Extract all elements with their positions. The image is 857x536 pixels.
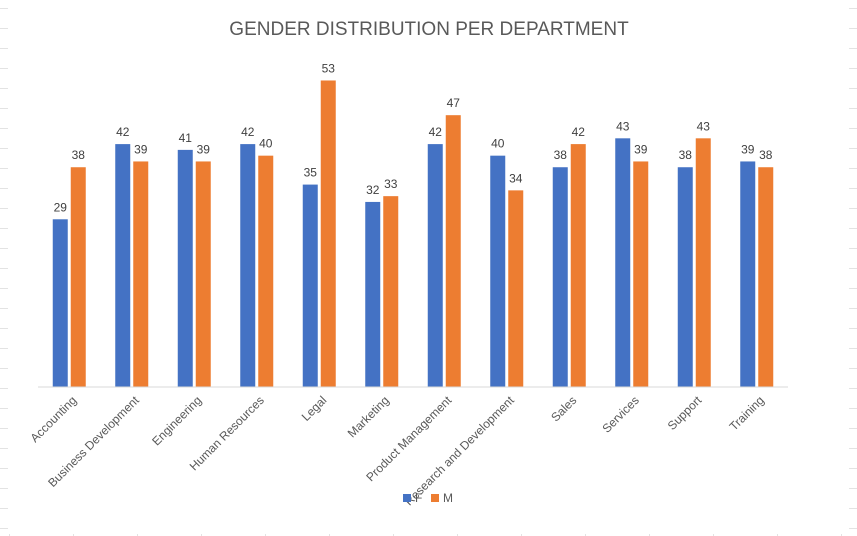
data-label-m-training: 38	[759, 148, 773, 162]
chart-area[interactable]: GENDER DISTRIBUTION PER DEPARTMENT 29 38 4…	[8, 0, 849, 534]
tick-label-accounting: Accounting	[27, 393, 79, 445]
tick-label-services: Services	[599, 393, 641, 435]
data-label-m-research-and-development: 34	[509, 171, 523, 185]
bar-f-services[interactable]	[615, 138, 631, 387]
bar-f-engineering[interactable]	[177, 149, 193, 387]
data-label-f-research-and-development: 40	[491, 137, 505, 151]
data-label-m-marketing: 33	[384, 177, 398, 191]
bar-f-support[interactable]	[677, 167, 693, 387]
bar-f-marketing[interactable]	[365, 201, 381, 387]
bar-m-human-resources[interactable]	[258, 155, 274, 387]
tick-label-support: Support	[665, 393, 705, 433]
bar-m-training[interactable]	[758, 167, 774, 387]
bar-f-legal[interactable]	[302, 184, 318, 387]
data-label-f-marketing: 32	[366, 183, 380, 197]
bar-m-business-development[interactable]	[133, 161, 149, 387]
bar-m-research-and-development[interactable]	[508, 190, 524, 387]
plot-area: 29 38 42 39 41 39 42 40 35 53 32 33 42 47 40 34 38 42 43 39…	[52, 61, 774, 387]
bar-m-legal[interactable]	[320, 80, 336, 387]
tick-label-marketing: Marketing	[345, 393, 392, 440]
bar-m-product-management[interactable]	[445, 115, 461, 387]
bar-f-business-development[interactable]	[115, 144, 131, 387]
bar-f-training[interactable]	[740, 161, 756, 387]
data-label-f-business-development: 42	[116, 125, 130, 139]
bar-m-support[interactable]	[695, 138, 711, 387]
bar-f-product-management[interactable]	[427, 144, 443, 387]
data-label-f-support: 38	[679, 148, 693, 162]
tick-label-engineering: Engineering	[149, 393, 204, 448]
data-label-m-services: 39	[634, 142, 648, 156]
data-label-f-sales: 38	[554, 148, 568, 162]
bar-f-human-resources[interactable]	[240, 144, 256, 387]
bar-m-sales[interactable]	[570, 144, 586, 387]
data-label-f-accounting: 29	[54, 200, 68, 214]
data-label-f-services: 43	[616, 119, 630, 133]
data-label-m-sales: 42	[572, 125, 586, 139]
legend-label-f: F	[415, 491, 422, 505]
tick-label-sales: Sales	[548, 393, 579, 424]
data-label-f-legal: 35	[304, 166, 318, 180]
bar-chart: GENDER DISTRIBUTION PER DEPARTMENT 29 38 4…	[27, 19, 788, 509]
data-label-m-support: 43	[697, 119, 711, 133]
data-label-m-human-resources: 40	[259, 137, 273, 151]
tick-label-training: Training	[727, 393, 767, 433]
data-label-f-product-management: 42	[429, 125, 443, 139]
data-label-m-product-management: 47	[447, 96, 461, 110]
bar-m-engineering[interactable]	[195, 161, 211, 387]
bar-m-accounting[interactable]	[70, 167, 86, 387]
bar-m-services[interactable]	[633, 161, 649, 387]
data-label-m-business-development: 39	[134, 142, 148, 156]
tick-label-legal: Legal	[299, 393, 330, 424]
legend-swatch-f	[403, 494, 411, 502]
data-label-m-legal: 53	[322, 61, 336, 75]
bar-m-marketing[interactable]	[383, 196, 399, 387]
data-label-f-engineering: 41	[179, 131, 193, 145]
bar-f-research-and-development[interactable]	[490, 155, 506, 387]
chart-title: GENDER DISTRIBUTION PER DEPARTMENT	[229, 19, 629, 40]
data-label-m-engineering: 39	[197, 142, 211, 156]
bar-f-sales[interactable]	[552, 167, 568, 387]
bar-f-accounting[interactable]	[52, 219, 68, 387]
data-label-m-accounting: 38	[72, 148, 86, 162]
data-label-f-training: 39	[741, 142, 755, 156]
data-label-f-human-resources: 42	[241, 125, 255, 139]
legend-label-m: M	[443, 491, 453, 505]
legend-swatch-m	[431, 494, 439, 502]
